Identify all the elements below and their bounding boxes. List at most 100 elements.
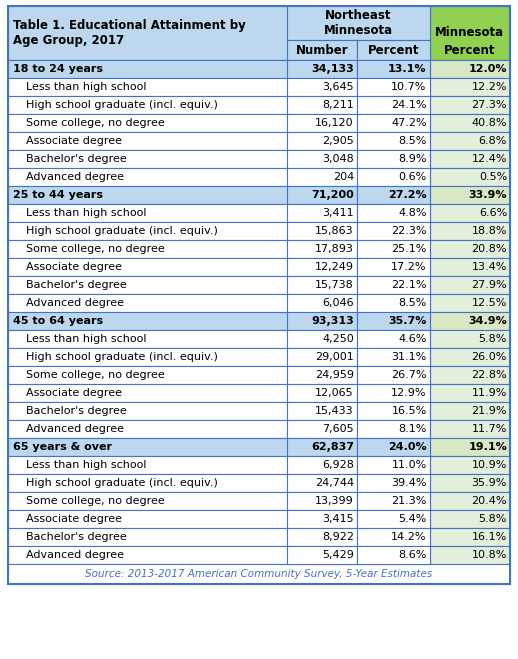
Bar — [357, 96, 429, 114]
Text: Less than high school: Less than high school — [26, 460, 147, 470]
Bar — [429, 438, 510, 456]
Bar — [429, 456, 510, 474]
Text: 8.5%: 8.5% — [398, 298, 427, 308]
Text: Associate degree: Associate degree — [26, 514, 122, 524]
Text: Percent: Percent — [368, 43, 419, 57]
Text: 8.1%: 8.1% — [398, 424, 427, 434]
Text: Less than high school: Less than high school — [26, 82, 147, 92]
Text: 8.5%: 8.5% — [398, 136, 427, 146]
Bar — [357, 240, 429, 258]
Bar — [8, 438, 429, 456]
Bar — [357, 114, 429, 132]
Text: 15,863: 15,863 — [315, 226, 354, 236]
Bar — [286, 528, 357, 546]
Text: 27.2%: 27.2% — [388, 190, 427, 200]
Bar — [286, 510, 357, 528]
Text: 24.1%: 24.1% — [391, 100, 427, 110]
Bar — [286, 420, 357, 438]
Bar — [8, 204, 429, 222]
Bar — [8, 6, 510, 584]
Text: 204: 204 — [333, 172, 354, 182]
Bar — [286, 78, 357, 96]
Text: 29,001: 29,001 — [315, 352, 354, 362]
Bar — [8, 294, 429, 312]
Bar — [429, 312, 510, 330]
Text: 33.9%: 33.9% — [468, 190, 507, 200]
Text: 12.5%: 12.5% — [471, 298, 507, 308]
Text: 3,048: 3,048 — [322, 154, 354, 164]
Text: 4,250: 4,250 — [322, 334, 354, 344]
Text: 5,429: 5,429 — [322, 550, 354, 560]
Text: Percent: Percent — [444, 43, 496, 57]
Text: 62,837: 62,837 — [311, 442, 354, 452]
Bar — [429, 96, 510, 114]
Text: High school graduate (incl. equiv.): High school graduate (incl. equiv.) — [26, 100, 218, 110]
Bar — [8, 96, 429, 114]
Text: Some college, no degree: Some college, no degree — [26, 118, 165, 128]
Bar — [8, 258, 429, 276]
Text: 24,959: 24,959 — [315, 370, 354, 380]
Text: 5.8%: 5.8% — [479, 514, 507, 524]
Bar — [286, 456, 357, 474]
Text: Less than high school: Less than high school — [26, 334, 147, 344]
Text: 4.6%: 4.6% — [398, 334, 427, 344]
Bar — [357, 312, 429, 330]
Text: 26.0%: 26.0% — [471, 352, 507, 362]
Text: 15,738: 15,738 — [315, 280, 354, 290]
Text: 6,046: 6,046 — [322, 298, 354, 308]
Text: Some college, no degree: Some college, no degree — [26, 496, 165, 506]
Text: 25.1%: 25.1% — [391, 244, 427, 254]
Bar — [357, 150, 429, 168]
Bar — [357, 546, 429, 564]
Text: Bachelor's degree: Bachelor's degree — [26, 532, 127, 542]
Bar — [429, 294, 510, 312]
Bar — [357, 474, 429, 492]
Text: High school graduate (incl. equiv.): High school graduate (incl. equiv.) — [26, 352, 218, 362]
Bar — [357, 510, 429, 528]
Bar — [357, 132, 429, 150]
Bar — [429, 420, 510, 438]
Text: 34.9%: 34.9% — [468, 316, 507, 326]
Text: 0.5%: 0.5% — [479, 172, 507, 182]
Bar — [8, 186, 429, 204]
Text: 19.1%: 19.1% — [468, 442, 507, 452]
Bar — [8, 402, 429, 420]
Bar — [286, 276, 357, 294]
Text: 2,905: 2,905 — [322, 136, 354, 146]
Text: 27.3%: 27.3% — [471, 100, 507, 110]
Text: 35.7%: 35.7% — [388, 316, 427, 326]
Text: 18 to 24 years: 18 to 24 years — [13, 64, 103, 74]
Bar — [429, 6, 510, 60]
Text: 8,922: 8,922 — [322, 532, 354, 542]
Bar — [286, 40, 357, 60]
Text: 93,313: 93,313 — [311, 316, 354, 326]
Bar — [8, 546, 429, 564]
Bar — [8, 366, 429, 384]
Text: 22.3%: 22.3% — [391, 226, 427, 236]
Text: Minnesota: Minnesota — [435, 26, 505, 40]
Text: 6.8%: 6.8% — [479, 136, 507, 146]
Bar — [429, 60, 510, 78]
Text: 45 to 64 years: 45 to 64 years — [13, 316, 103, 326]
Text: 12.4%: 12.4% — [471, 154, 507, 164]
Bar — [357, 492, 429, 510]
Text: Associate degree: Associate degree — [26, 262, 122, 272]
Text: 18.8%: 18.8% — [471, 226, 507, 236]
Text: Northeast
Minnesota: Northeast Minnesota — [324, 9, 393, 37]
Bar — [286, 60, 357, 78]
Text: 27.9%: 27.9% — [471, 280, 507, 290]
Bar — [286, 438, 357, 456]
Text: Bachelor's degree: Bachelor's degree — [26, 406, 127, 416]
Text: 39.4%: 39.4% — [391, 478, 427, 488]
Text: 13,399: 13,399 — [315, 496, 354, 506]
Bar — [286, 348, 357, 366]
Text: Less than high school: Less than high school — [26, 208, 147, 218]
Bar — [8, 276, 429, 294]
Text: 21.9%: 21.9% — [471, 406, 507, 416]
Bar — [357, 528, 429, 546]
Bar — [357, 168, 429, 186]
Bar — [429, 348, 510, 366]
Text: 16,120: 16,120 — [315, 118, 354, 128]
Bar — [8, 132, 429, 150]
Text: Associate degree: Associate degree — [26, 136, 122, 146]
